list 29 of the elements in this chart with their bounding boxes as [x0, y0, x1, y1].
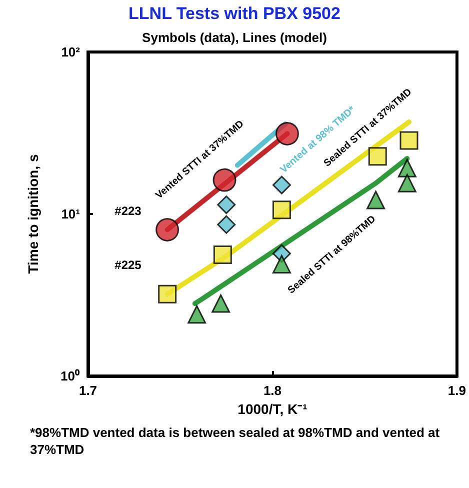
x-tick-label: 1.8	[263, 383, 282, 398]
chart-title: LLNL Tests with PBX 9502	[128, 4, 340, 23]
x-tick-label: 1.7	[78, 383, 98, 398]
point	[156, 218, 180, 242]
point	[158, 284, 177, 304]
point	[217, 196, 236, 214]
y-axis-title: Time to ignition, s	[25, 154, 41, 274]
point	[276, 122, 299, 146]
point	[212, 168, 236, 192]
point	[212, 294, 230, 313]
annotation: #225	[114, 258, 142, 272]
text: *98%TMD vented data is between sealed at 98%TMD and vented at 37%TMD	[30, 425, 444, 457]
point	[400, 131, 418, 150]
chart-subtitle: Symbols (data), Lines (model)	[142, 30, 327, 45]
x-axis-title: 1000/T, K⁻¹	[238, 400, 308, 417]
point	[272, 200, 291, 220]
point	[398, 174, 416, 192]
y-tick-label: 10⁰	[60, 368, 80, 384]
point	[188, 305, 206, 324]
x-tick-label: 1.9	[448, 383, 466, 398]
point	[272, 176, 291, 194]
y-tick-label: 10¹	[61, 206, 80, 222]
y-tick-label: 10²	[61, 44, 81, 60]
point	[366, 190, 386, 210]
annotation: #223	[114, 204, 142, 218]
point	[213, 246, 232, 264]
point	[398, 158, 416, 178]
point	[217, 215, 236, 234]
point	[368, 147, 387, 166]
